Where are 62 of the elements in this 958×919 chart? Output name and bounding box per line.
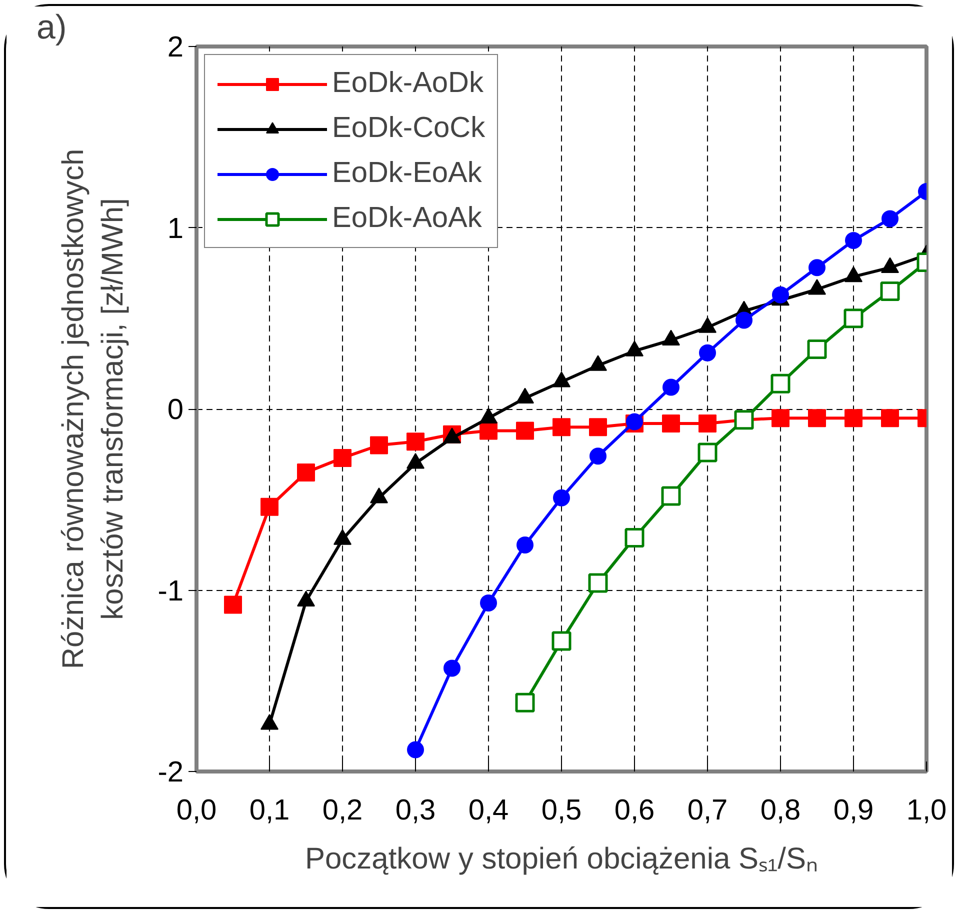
point bbox=[881, 409, 899, 428]
legend-label: EoDk-AoAk bbox=[332, 202, 482, 235]
point bbox=[334, 448, 352, 467]
point bbox=[845, 232, 862, 249]
point bbox=[407, 741, 424, 758]
x-tick-label: 0,8 bbox=[760, 794, 801, 826]
point bbox=[662, 414, 680, 432]
point bbox=[661, 486, 681, 506]
point bbox=[736, 312, 752, 329]
point bbox=[480, 422, 498, 440]
y-tick-label: -1 bbox=[158, 575, 184, 608]
point bbox=[808, 409, 826, 428]
x-tick-label: 0,3 bbox=[395, 794, 436, 826]
x-tick-label: 0,0 bbox=[176, 794, 217, 826]
y-tick-label: 1 bbox=[167, 212, 184, 245]
x-tick-label: 0,5 bbox=[541, 794, 582, 826]
point bbox=[589, 418, 607, 436]
x-tick-label: 0,4 bbox=[468, 794, 509, 826]
point bbox=[515, 692, 535, 712]
point bbox=[516, 536, 534, 554]
x-tick-label: 0,6 bbox=[614, 794, 655, 826]
point bbox=[406, 432, 424, 451]
point bbox=[844, 308, 864, 328]
y-tick-label: 0 bbox=[167, 394, 184, 426]
point bbox=[772, 286, 789, 304]
point bbox=[260, 498, 278, 516]
point bbox=[297, 463, 315, 482]
legend-label: EoDk-CoCk bbox=[332, 112, 486, 145]
point bbox=[698, 414, 716, 432]
point bbox=[516, 422, 534, 440]
point bbox=[808, 259, 826, 276]
x-axis-title: Początkow y stopień obciążenia Sₛ₁/Sₙ bbox=[304, 842, 818, 876]
point bbox=[770, 374, 790, 394]
point bbox=[553, 489, 570, 506]
point bbox=[698, 442, 718, 462]
point bbox=[844, 409, 862, 428]
x-tick-label: 0,1 bbox=[249, 794, 290, 826]
point bbox=[699, 344, 716, 362]
x-tick-label: 0,7 bbox=[687, 794, 728, 826]
y-tick-label: 2 bbox=[167, 32, 184, 64]
x-tick-label: 0,2 bbox=[322, 794, 363, 826]
legend-label: EoDk-AoDk bbox=[332, 67, 484, 100]
point bbox=[444, 660, 460, 677]
point bbox=[480, 594, 497, 612]
legend-label: EoDk-EoAk bbox=[332, 157, 482, 190]
point bbox=[807, 339, 827, 359]
point bbox=[370, 436, 388, 454]
point bbox=[588, 573, 608, 593]
point bbox=[590, 448, 606, 465]
point bbox=[772, 409, 790, 428]
point bbox=[882, 210, 898, 228]
point bbox=[552, 631, 572, 651]
text: a) bbox=[36, 8, 67, 46]
x-tick-label: 0,9 bbox=[833, 794, 874, 826]
point bbox=[224, 596, 242, 614]
point bbox=[624, 528, 644, 548]
point bbox=[662, 378, 680, 396]
point bbox=[880, 281, 900, 301]
y-tick-label: -2 bbox=[158, 756, 184, 788]
y-axis-title: Różnica równoważnych jednostkowych kosztów transformacji, [zł/MWh] bbox=[57, 148, 130, 670]
point bbox=[552, 418, 570, 436]
x-tick-label: 1,0 bbox=[906, 794, 947, 826]
